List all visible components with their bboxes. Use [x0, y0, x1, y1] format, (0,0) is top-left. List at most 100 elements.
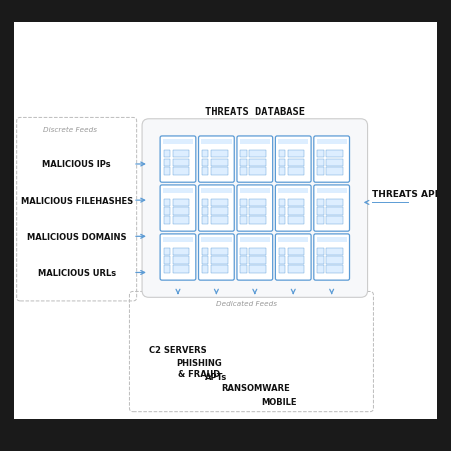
Text: APTs: APTs [205, 372, 227, 381]
Bar [240, 217, 247, 224]
Bar [239, 188, 270, 193]
Bar [317, 188, 347, 193]
Bar [288, 248, 304, 255]
Bar [172, 168, 189, 175]
Bar [240, 257, 247, 264]
Bar [163, 139, 193, 144]
Bar [172, 199, 189, 206]
Bar [288, 159, 304, 166]
Bar [172, 248, 189, 255]
Bar [240, 199, 247, 206]
Bar [326, 159, 343, 166]
FancyBboxPatch shape [276, 137, 311, 183]
Bar [288, 168, 304, 175]
Text: MALICIOUS DOMAINS: MALICIOUS DOMAINS [27, 232, 126, 241]
Bar [317, 248, 324, 255]
Bar [317, 257, 324, 264]
Bar [249, 199, 266, 206]
Bar [326, 199, 343, 206]
Text: RANSOMWARE: RANSOMWARE [221, 383, 290, 392]
Bar [249, 150, 266, 157]
Bar [317, 168, 324, 175]
Bar [172, 257, 189, 264]
Bar [249, 248, 266, 255]
Bar [288, 199, 304, 206]
Bar [279, 168, 285, 175]
Bar [164, 217, 170, 224]
Bar [317, 159, 324, 166]
Bar [279, 208, 285, 215]
Bar [202, 159, 208, 166]
Text: MALICIOUS FILEHASHES: MALICIOUS FILEHASHES [21, 196, 133, 205]
Bar [278, 188, 308, 193]
Bar [202, 150, 208, 157]
Bar [279, 257, 285, 264]
Bar [279, 159, 285, 166]
Bar [172, 208, 189, 215]
FancyBboxPatch shape [314, 185, 350, 232]
Text: Dedicated Feeds: Dedicated Feeds [216, 300, 277, 306]
Bar [240, 159, 247, 166]
Bar [239, 237, 270, 242]
Bar [288, 217, 304, 224]
Bar [211, 266, 228, 273]
Bar [326, 168, 343, 175]
Bar [201, 237, 231, 242]
Bar [317, 208, 324, 215]
Bar [202, 199, 208, 206]
FancyBboxPatch shape [198, 185, 234, 232]
FancyBboxPatch shape [160, 235, 196, 281]
Bar [279, 150, 285, 157]
Bar [240, 168, 247, 175]
Text: THREATS API: THREATS API [372, 189, 438, 198]
FancyBboxPatch shape [276, 185, 311, 232]
FancyBboxPatch shape [314, 235, 350, 281]
Bar [202, 208, 208, 215]
Text: MALICIOUS IPs: MALICIOUS IPs [42, 160, 111, 169]
Bar [279, 217, 285, 224]
FancyBboxPatch shape [237, 185, 273, 232]
Bar [164, 150, 170, 157]
Bar [249, 257, 266, 264]
Bar [326, 150, 343, 157]
Bar [164, 248, 170, 255]
Bar [317, 266, 324, 273]
Bar [202, 217, 208, 224]
FancyBboxPatch shape [160, 137, 196, 183]
Bar [172, 266, 189, 273]
Text: MOBILE: MOBILE [262, 397, 297, 406]
Bar [249, 217, 266, 224]
Bar [164, 208, 170, 215]
Bar [172, 150, 189, 157]
Bar [211, 168, 228, 175]
Bar [279, 266, 285, 273]
Bar [164, 168, 170, 175]
FancyBboxPatch shape [276, 235, 311, 281]
Bar [240, 150, 247, 157]
Bar [317, 199, 324, 206]
Bar [317, 139, 347, 144]
Bar [211, 159, 228, 166]
Bar [288, 150, 304, 157]
FancyBboxPatch shape [142, 120, 368, 298]
Bar [279, 248, 285, 255]
Bar [211, 208, 228, 215]
Bar [172, 217, 189, 224]
Bar [317, 217, 324, 224]
Bar [164, 266, 170, 273]
Bar [201, 139, 231, 144]
Bar [163, 188, 193, 193]
Bar [202, 257, 208, 264]
Bar [240, 266, 247, 273]
FancyBboxPatch shape [237, 137, 273, 183]
FancyBboxPatch shape [237, 235, 273, 281]
Bar [240, 208, 247, 215]
Bar [249, 266, 266, 273]
Bar [326, 217, 343, 224]
Text: Discrete Feeds: Discrete Feeds [43, 126, 97, 132]
Bar [239, 139, 270, 144]
Bar [326, 266, 343, 273]
Bar [249, 208, 266, 215]
Text: THREATS DATABASE: THREATS DATABASE [205, 106, 305, 116]
FancyBboxPatch shape [314, 137, 350, 183]
